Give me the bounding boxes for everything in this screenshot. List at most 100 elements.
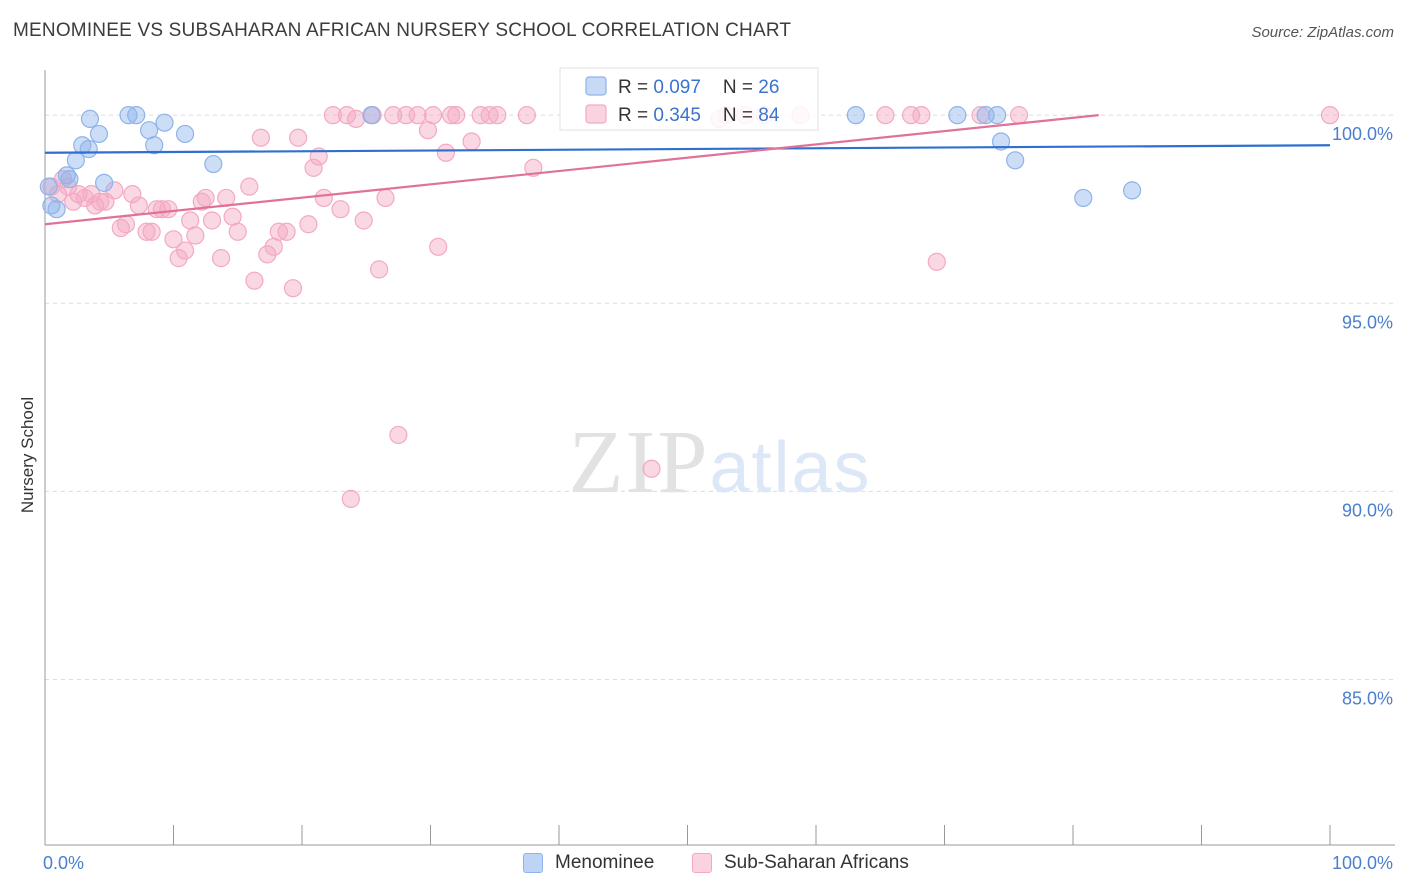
point-sub-saharan (269, 222, 288, 241)
point-sub-saharan (488, 106, 507, 125)
r-value: 0.097 (653, 77, 701, 98)
point-sub-saharan (283, 279, 303, 298)
point-sub-saharan (202, 211, 222, 230)
point-sub-saharan (1009, 106, 1029, 125)
point-menominee (204, 154, 223, 174)
point-sub-saharan (441, 106, 461, 125)
point-menominee (39, 177, 58, 196)
point-sub-saharan (164, 230, 183, 249)
point-sub-saharan (1320, 106, 1340, 125)
point-sub-saharan (418, 121, 438, 140)
stats-legend-row: R = 0.097 N = 26 (618, 77, 779, 98)
trend-line-sub-saharan (44, 114, 1099, 226)
point-sub-saharan (129, 196, 148, 215)
point-sub-saharan (175, 241, 195, 260)
watermark-atlas: atlas (709, 428, 871, 508)
trend-lines (44, 114, 1331, 226)
point-sub-saharan (240, 177, 259, 196)
point-menominee (362, 106, 381, 125)
point-sub-saharan (228, 222, 247, 241)
point-menominee (145, 136, 164, 155)
point-sub-saharan (277, 222, 296, 241)
point-sub-saharan (331, 200, 350, 219)
point-sub-saharan (251, 128, 270, 147)
point-menominee (991, 132, 1011, 151)
watermark: ZIPatlas (568, 413, 871, 512)
point-menominee (119, 106, 138, 125)
stats-legend-swatch (585, 104, 607, 124)
point-sub-saharan (181, 211, 200, 230)
point-sub-saharan (264, 237, 283, 256)
point-sub-saharan (642, 459, 661, 478)
stats-legend-swatch (585, 76, 607, 96)
point-sub-saharan (346, 109, 366, 129)
point-sub-saharan (480, 106, 499, 125)
x-tick-label: 0.0% (43, 853, 84, 873)
point-menominee (155, 113, 174, 132)
n-label: N = (723, 77, 758, 98)
point-sub-saharan (137, 222, 156, 241)
bottom-legend: Menominee Sub-Saharan Africans (0, 852, 1406, 878)
r-label: R = (618, 77, 653, 98)
point-menominee (95, 173, 114, 192)
point-menominee (1006, 151, 1025, 170)
point-sub-saharan (196, 188, 215, 208)
point-sub-saharan (245, 271, 264, 290)
point-menominee (948, 106, 967, 125)
point-sub-saharan (116, 215, 136, 234)
stats-legend: R = 0.097 N = 26 R = 0.345 N = 84 (559, 67, 819, 131)
point-sub-saharan (304, 158, 323, 177)
point-sub-saharan (901, 106, 921, 125)
legend-label-menominee: Menominee (555, 852, 655, 873)
point-menominee (1123, 181, 1142, 200)
point-sub-saharan (258, 245, 277, 264)
stats-legend-row: R = 0.345 N = 84 (618, 105, 780, 126)
point-sub-saharan (91, 192, 110, 211)
point-sub-saharan (211, 249, 231, 268)
trend-line-menominee (44, 144, 1331, 154)
legend-swatch-menominee (523, 853, 543, 873)
point-sub-saharan (314, 188, 333, 208)
point-sub-saharan (337, 106, 357, 125)
point-sub-saharan (408, 106, 427, 125)
n-value: 26 (758, 77, 779, 98)
point-sub-saharan (370, 260, 389, 279)
point-sub-saharan (341, 489, 360, 508)
point-sub-saharan (105, 181, 124, 200)
point-menominee (988, 106, 1007, 125)
point-sub-saharan (436, 143, 456, 162)
tick-labels: 85.0% 90.0% 95.0% 100.0% 0.0% 100.0% (43, 124, 1393, 873)
point-menominee (1074, 188, 1093, 208)
legend-item-menominee: Menominee (523, 852, 654, 874)
legend-label-sub-saharan: Sub-Saharan Africans (724, 852, 909, 873)
point-sub-saharan (299, 215, 318, 234)
n-value: 84 (758, 105, 780, 126)
point-menominee (60, 170, 79, 189)
point-menominee (89, 124, 109, 144)
r-label: R = (618, 105, 653, 126)
point-sub-saharan (376, 188, 395, 208)
point-sub-saharan (123, 185, 142, 204)
y-tick-label: 85.0% (1342, 688, 1393, 708)
point-sub-saharan (289, 128, 308, 147)
point-menominee (139, 121, 159, 140)
point-menominee (79, 139, 98, 159)
point-sub-saharan (462, 132, 481, 151)
point-menominee (80, 109, 100, 129)
point-sub-saharan (447, 106, 466, 125)
point-sub-saharan (517, 106, 536, 125)
chart-title: MENOMINEE VS SUBSAHARAN AFRICAN NURSERY … (13, 20, 792, 41)
point-menominee (47, 200, 66, 219)
source-label: Source: ZipAtlas.com (1251, 24, 1394, 41)
point-sub-saharan (142, 222, 161, 241)
watermark-zip: ZIP (568, 413, 709, 512)
point-menominee (175, 124, 195, 144)
point-sub-saharan (354, 211, 373, 230)
point-sub-saharan (912, 106, 931, 125)
point-sub-saharan (323, 106, 342, 125)
point-sub-saharan (159, 200, 178, 219)
legend-item-sub-saharan: Sub-Saharan Africans (692, 852, 909, 874)
gridlines (45, 114, 1395, 680)
point-sub-saharan (169, 249, 188, 268)
